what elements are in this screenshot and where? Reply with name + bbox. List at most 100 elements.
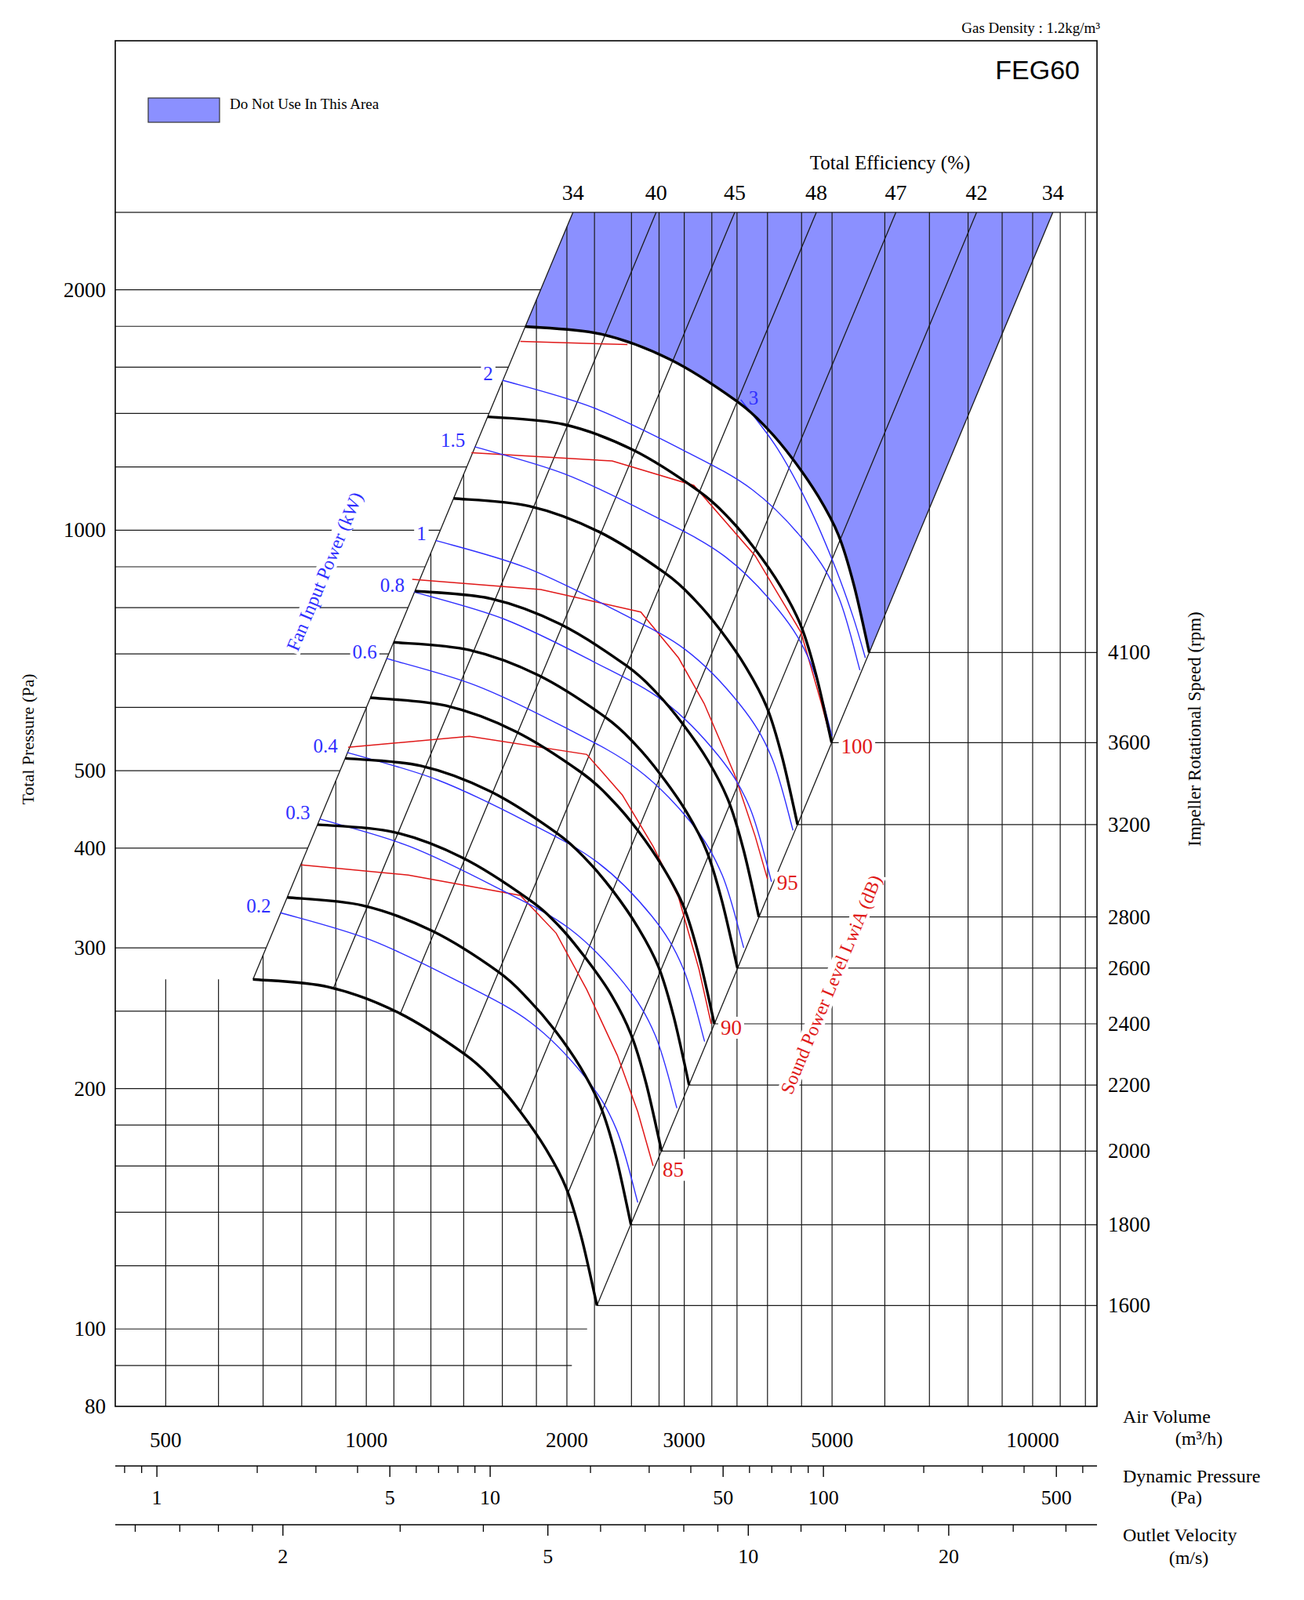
x-grid-line	[736, 212, 738, 1407]
power-curve	[740, 399, 866, 658]
dynamic_pressure_axis-minor-tick	[457, 1466, 458, 1474]
power-curve	[319, 819, 678, 1109]
speed-line	[661, 1151, 1097, 1152]
velocity_axis-minor-tick	[845, 1525, 847, 1533]
dynamic_pressure_axis-title: Dynamic Pressure	[1122, 1466, 1261, 1487]
x-grid-line	[1001, 212, 1003, 1407]
velocity_axis-minor-tick	[399, 1525, 401, 1533]
power-curve	[435, 540, 794, 831]
y-grid-line	[115, 1125, 531, 1127]
x-tick-label: 5000	[810, 1428, 854, 1453]
x-grid-line	[463, 474, 465, 1407]
y2-axis-title: Impeller Rotational Speed (rpm)	[1184, 611, 1205, 847]
velocity_axis-tick	[547, 1525, 549, 1537]
x-tick-label: 500	[149, 1428, 182, 1453]
dynamic_pressure_axis-tick-label: 100	[808, 1486, 840, 1510]
velocity_axis-minor-tick	[800, 1525, 802, 1533]
x-grid-line	[301, 862, 302, 1407]
power-label: 0.3	[285, 802, 310, 824]
efficiency-label: 34	[1042, 180, 1065, 205]
velocity_axis-minor-tick	[599, 1525, 601, 1533]
x-grid-line	[1060, 212, 1061, 1407]
dynamic_pressure_axis-minor-tick	[922, 1466, 924, 1474]
label-patch	[350, 642, 380, 662]
sound-curve	[471, 453, 832, 743]
y-tick-label: 100	[74, 1317, 107, 1341]
label-patch	[282, 487, 367, 657]
velocity_axis-minor-tick	[883, 1525, 885, 1533]
y-grid-line	[115, 607, 408, 609]
power-label: 0.2	[246, 895, 271, 917]
velocity_axis-axis-line	[115, 1524, 1097, 1526]
dynamic_pressure_axis-minor-tick	[256, 1466, 258, 1474]
power-curve	[386, 658, 745, 949]
label-patch	[480, 363, 496, 384]
speed-curve	[253, 979, 598, 1306]
y-grid-line	[115, 847, 308, 849]
label-patch	[414, 523, 429, 544]
velocity_axis-minor-tick	[917, 1525, 919, 1533]
speed-label: 2800	[1107, 905, 1151, 930]
y-grid-line	[115, 366, 509, 368]
label-patch	[839, 735, 876, 758]
dynamic_pressure_axis-minor-tick	[690, 1466, 691, 1474]
dynamic_pressure_axis-tick	[822, 1466, 824, 1478]
speed-line	[869, 652, 1097, 654]
velocity_axis-minor-tick	[717, 1525, 719, 1533]
power-label: 1	[416, 523, 427, 545]
speed-curve	[370, 697, 715, 1025]
velocity_axis-tick-label: 5	[542, 1545, 553, 1569]
label-patch	[438, 430, 468, 451]
y-grid-line	[115, 653, 389, 655]
velocity_axis-minor-tick	[682, 1525, 684, 1533]
x-grid-line	[711, 212, 712, 1407]
efficiency-label: 48	[805, 180, 828, 205]
dynamic_pressure_axis-minor-tick	[123, 1466, 125, 1474]
legend-swatch	[148, 98, 220, 123]
x-grid-line	[766, 212, 768, 1407]
x-grid-line	[535, 300, 537, 1407]
dynamic_pressure_axis-tick-label: 5	[385, 1486, 396, 1510]
sound-label: 100	[841, 734, 874, 759]
velocity_axis-tick	[948, 1525, 949, 1537]
x-grid-line	[335, 780, 337, 1407]
dynamic_pressure_axis-minor-tick	[315, 1466, 317, 1474]
y-tick-label: 400	[74, 836, 107, 861]
plot-frame	[115, 40, 1097, 1407]
dynamic_pressure_axis-tick-label: 1	[152, 1486, 163, 1510]
y-grid-line	[115, 948, 266, 949]
speed-curve	[414, 591, 760, 918]
sound-title: Sound Power Level LwiA (dB)	[776, 872, 886, 1098]
dynamic_pressure_axis-tick-label: 10	[479, 1486, 501, 1510]
efficiency-label: 45	[723, 180, 746, 205]
velocity_axis-tick	[748, 1525, 749, 1537]
x-grid-line	[501, 381, 503, 1407]
x-axis-unit: (m³/h)	[1175, 1428, 1224, 1450]
speed-line	[737, 967, 1097, 969]
speed-label: 4100	[1107, 640, 1151, 665]
dynamic_pressure_axis-tick	[1055, 1466, 1057, 1478]
speed-curve	[393, 642, 738, 969]
efficiency-line	[520, 212, 897, 1112]
x-grid-line	[393, 641, 395, 1407]
sound-title-group: Sound Power Level LwiA (dB)	[775, 870, 887, 1100]
efficiency-line	[400, 212, 735, 1014]
dynamic_pressure_axis-minor-tick	[1023, 1466, 1025, 1474]
speed-line	[714, 1023, 1097, 1025]
dynamic_pressure_axis-minor-tick	[438, 1466, 440, 1474]
y-axis-title: Total Pressure (Pa)	[18, 673, 38, 805]
sound-curve	[520, 341, 629, 346]
x-tick-label: 2000	[545, 1428, 589, 1453]
x-grid-line	[929, 212, 930, 1407]
sound-label: 85	[662, 1158, 684, 1182]
y-grid-line	[115, 1088, 502, 1090]
x-grid-line	[884, 212, 886, 1407]
efficiency-label: 40	[645, 180, 668, 205]
dynamic_pressure_axis-minor-tick	[981, 1466, 983, 1474]
velocity_axis-minor-tick	[1065, 1525, 1067, 1533]
speed-curve	[453, 498, 798, 825]
dynamic_pressure_axis-tick	[388, 1466, 390, 1478]
velocity_axis-minor-tick	[251, 1525, 253, 1533]
x-grid-line	[801, 212, 803, 1407]
power-curve	[414, 592, 772, 883]
